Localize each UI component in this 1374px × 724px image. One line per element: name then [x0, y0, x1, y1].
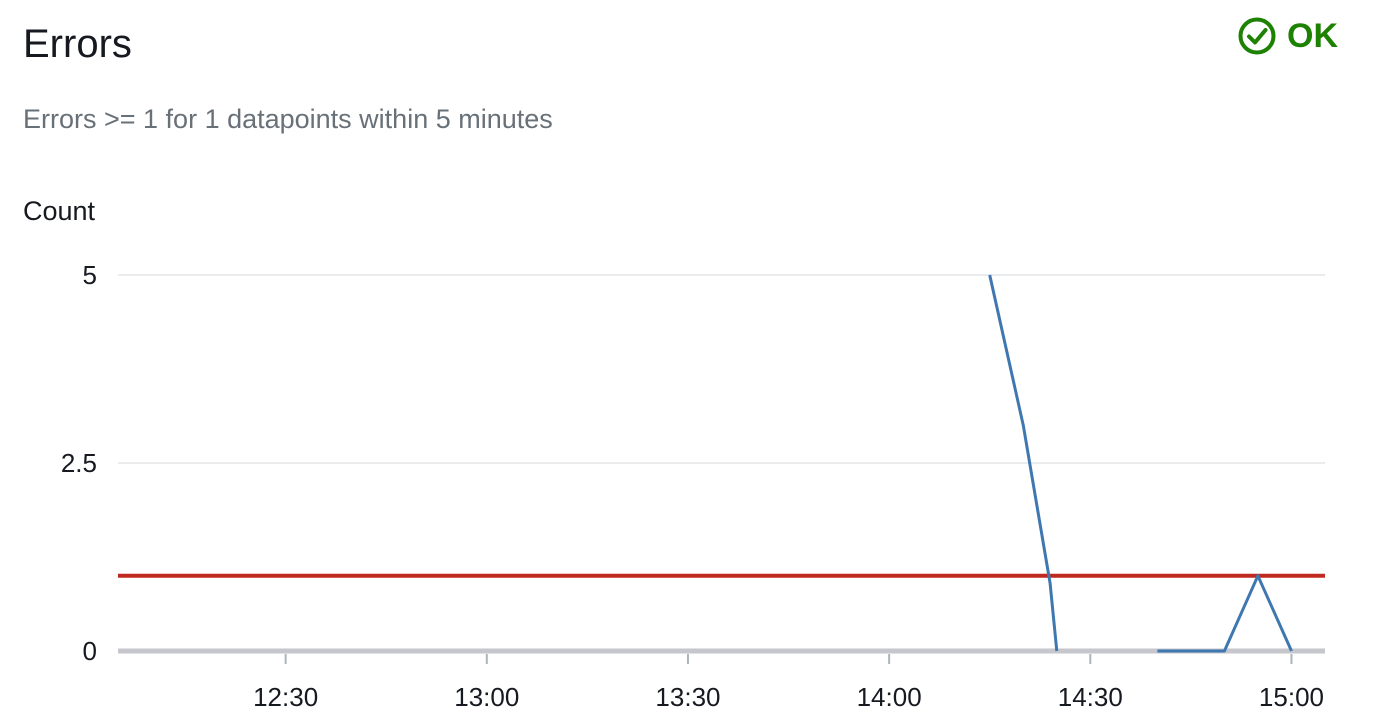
x-tick-label: 14:30 — [1058, 682, 1123, 712]
x-tick-label: 12:30 — [253, 682, 318, 712]
y-tick-labels: 02.55 — [61, 260, 97, 666]
x-tick-label: 15:00 — [1259, 682, 1324, 712]
alarm-condition: Errors >= 1 for 1 datapoints within 5 mi… — [23, 104, 553, 134]
y-tick-label: 2.5 — [61, 448, 97, 478]
grid-lines — [118, 274, 1325, 654]
x-tick-label: 14:00 — [857, 682, 922, 712]
alarm-status: OK — [1237, 14, 1338, 58]
x-tick-label: 13:00 — [454, 682, 519, 712]
series-line — [1157, 574, 1293, 653]
series-layer — [988, 274, 1293, 653]
chart-title: Errors — [23, 22, 132, 66]
y-tick-label: 5 — [83, 260, 97, 290]
x-ticks: 12:30 13:00 13:30 14:00 14:30 15:00 — [253, 654, 1324, 712]
y-tick-label: 0 — [83, 636, 97, 666]
series-line — [988, 274, 1059, 652]
status-label: OK — [1287, 17, 1338, 55]
check-circle-icon — [1237, 16, 1277, 56]
x-tick-label: 13:30 — [655, 682, 720, 712]
y-axis-label: Count — [23, 196, 96, 226]
